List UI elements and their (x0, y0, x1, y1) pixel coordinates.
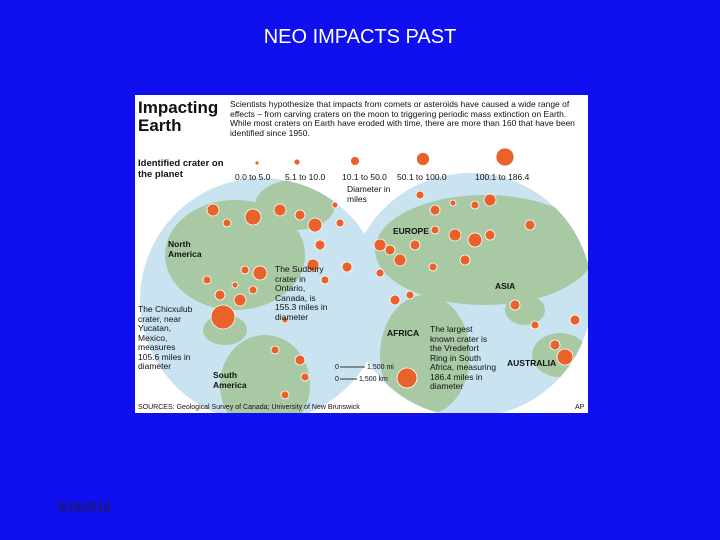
crater-dot (273, 203, 287, 217)
crater-dot (233, 293, 247, 307)
region-label: North America (168, 239, 202, 259)
source: SOURCES: Geological Survey of Canada; Un… (138, 404, 360, 411)
crater-dot (350, 156, 360, 166)
crater-dot (389, 294, 401, 306)
crater-dot (306, 258, 320, 272)
scale-label: 1,500 mi (367, 364, 394, 371)
heading: Impacting Earth (138, 98, 219, 135)
crater-dot (252, 265, 268, 281)
crater-dot (448, 228, 462, 242)
legend-range: 50.1 to 100.0 (397, 172, 447, 182)
crater-dot (495, 147, 515, 167)
crater-dot (484, 229, 496, 241)
crater-dot (396, 367, 418, 389)
legend-range: 0.0 to 5.0 (235, 172, 271, 182)
scale-label: 1,500 km (359, 376, 388, 383)
crater-dot (294, 354, 306, 366)
crater-dot (210, 304, 236, 330)
crater-dot (244, 208, 262, 226)
crater-dot (467, 232, 483, 248)
crater-dot (341, 261, 353, 273)
region-label: AUSTRALIA (507, 358, 557, 368)
crater-dot (409, 239, 421, 251)
intro: Scientists hypothesize that impacts from… (230, 99, 575, 138)
crater-dot (307, 217, 323, 233)
legend-caption: Diameter in miles (347, 184, 391, 204)
crater-dot (335, 218, 345, 228)
craters (202, 147, 581, 400)
crater-dot (569, 314, 581, 326)
crater-dot (240, 265, 250, 275)
crater-dot (254, 160, 260, 166)
globes (140, 147, 588, 413)
crater-dot (300, 372, 310, 382)
infographic: Impacting Earth Scientists hypothesize t… (135, 95, 588, 413)
credit: AP (575, 404, 585, 411)
callout: The Chicxulub crater, near Yucatan, Mexi… (138, 304, 193, 371)
slide-title: NEO IMPACTS PAST (263, 26, 457, 48)
crater-dot (556, 348, 574, 366)
crater-dot (530, 320, 540, 330)
crater-dot (331, 201, 339, 209)
crater-dot (405, 290, 415, 300)
crater-dot (470, 200, 480, 210)
crater-dot (393, 253, 407, 267)
crater-dot (280, 390, 290, 400)
crater-dot (206, 203, 220, 217)
slide-date: 3/19/2018 (57, 500, 111, 514)
region-label: EUROPE (393, 226, 429, 236)
callout: The Sudbury crater in Ontario, Canada, i… (275, 264, 328, 322)
crater-dot (416, 152, 430, 166)
crater-dot (483, 193, 497, 207)
crater-dot (270, 345, 280, 355)
crater-dot (320, 275, 330, 285)
legend-range: 100.1 to 186.4 (475, 172, 530, 182)
land-west (165, 180, 335, 413)
crater-dot (373, 238, 387, 252)
crater-dot (281, 316, 289, 324)
crater-dot (294, 209, 306, 221)
region-label: South America (213, 370, 247, 390)
crater-dot (449, 199, 457, 207)
legend-range: 10.1 to 50.0 (342, 172, 387, 182)
crater-dot (384, 244, 396, 256)
legend-title: Identified crater on the planet (138, 158, 224, 180)
crater-dot (248, 285, 258, 295)
region-label: AFRICA (387, 328, 420, 338)
crater-dot (293, 158, 301, 166)
crater-dot (314, 239, 326, 251)
crater-dot (202, 275, 212, 285)
region-label: ASIA (495, 281, 516, 291)
crater-dot (375, 268, 385, 278)
crater-dot (415, 190, 425, 200)
crater-dot (222, 218, 232, 228)
crater-dot (429, 204, 441, 216)
crater-dot (509, 299, 521, 311)
crater-dot (459, 254, 471, 266)
legend-range: 5.1 to 10.0 (285, 172, 326, 182)
crater-dot (428, 262, 438, 272)
crater-dot (430, 225, 440, 235)
scale-label: 0 (335, 376, 339, 383)
crater-dot (231, 281, 239, 289)
callout: The largest known crater is the Vredefor… (430, 324, 497, 391)
crater-dot (549, 339, 561, 351)
scale-label: 0 (335, 364, 339, 371)
crater-dot (524, 219, 536, 231)
crater-dot (214, 289, 226, 301)
